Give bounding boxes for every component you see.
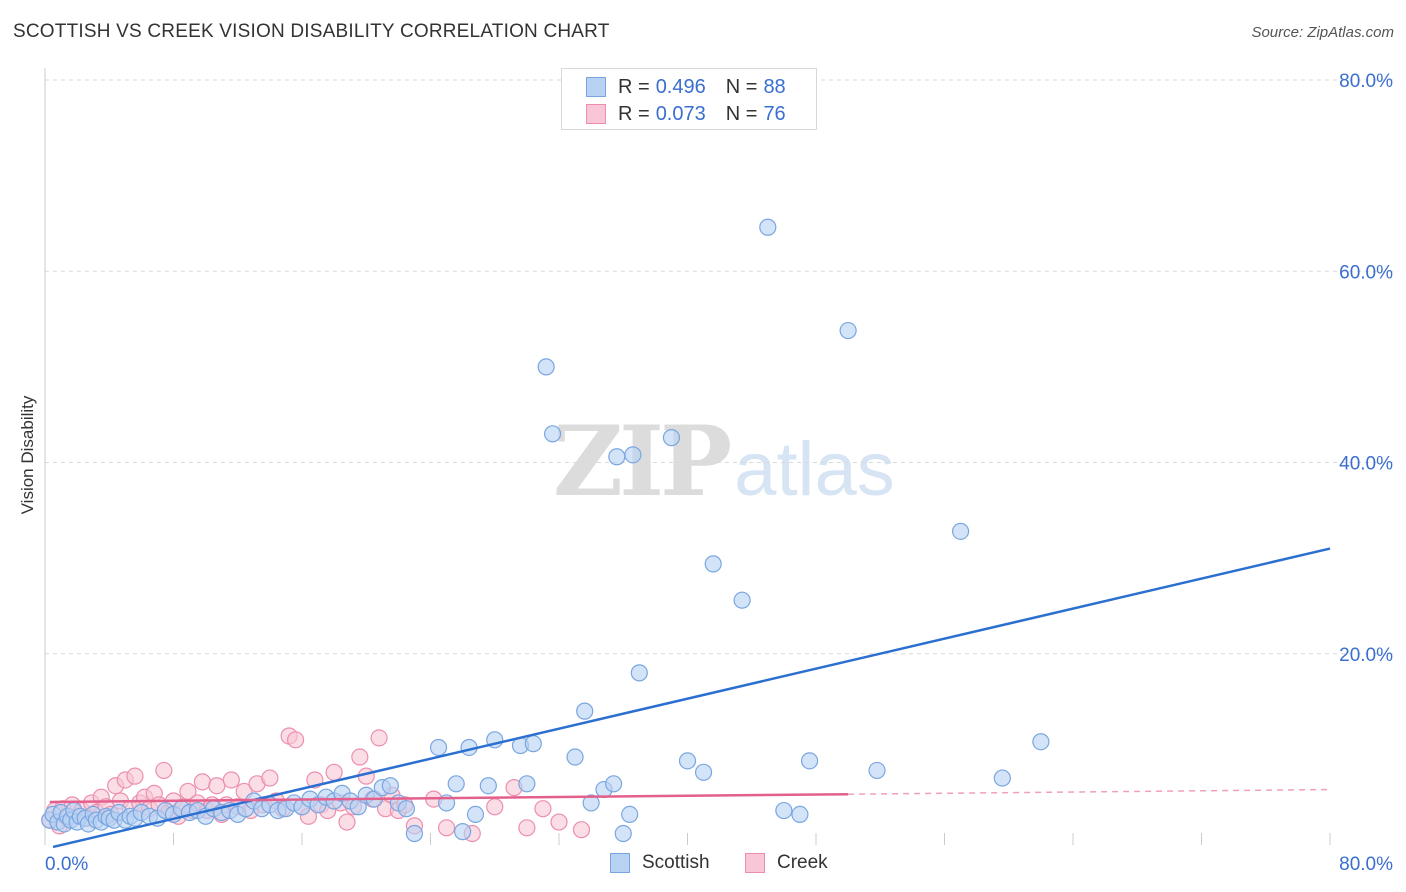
creek-point [325, 763, 343, 781]
scottish-n-label: N = [725, 75, 758, 98]
trend-layer [49, 547, 1331, 849]
creek-trend-extension [848, 788, 1331, 795]
legend-row-scottish: R = 0.496 N = 88 [586, 74, 786, 100]
scottish-r-value: 0.496 [655, 75, 706, 98]
creek-point [534, 800, 552, 818]
scottish-point [608, 448, 626, 466]
scottish-trend-line [52, 547, 1331, 849]
creek-r-label: R = [618, 102, 650, 125]
creek-point [370, 729, 388, 747]
creek-n-label: N = [725, 102, 758, 125]
creek-legend-swatch [745, 853, 765, 873]
scottish-point [791, 805, 809, 824]
scottish-r-label: R = [618, 75, 650, 98]
tick-label-layer: 20.0% 40.0% 60.0% 80.0% 0.0% 80.0% [45, 71, 1393, 875]
creek-point [222, 771, 240, 789]
scottish-point [466, 805, 485, 824]
y-tick-label: 80.0% [1339, 71, 1393, 92]
scottish-point [759, 218, 777, 236]
creek-point [572, 821, 591, 839]
creek-point [351, 748, 369, 766]
scottish-point [405, 824, 424, 843]
creek-r-value: 0.073 [655, 102, 706, 125]
scottish-point [614, 824, 632, 843]
creek-point [155, 761, 173, 780]
scottish-point [429, 738, 448, 757]
creek-point [486, 798, 504, 816]
x-tick-label-min: 0.0% [45, 854, 88, 875]
scottish-point [454, 823, 472, 841]
scottish-point [993, 769, 1011, 787]
source-label: Source: ZipAtlas.com [1251, 24, 1394, 41]
creek-legend-label: Creek [777, 852, 828, 873]
series-legend: Scottish Creek [0, 852, 1406, 878]
scottish-point [694, 763, 713, 781]
chart-title: SCOTTISH VS CREEK VISION DISABILITY CORR… [13, 21, 610, 42]
scottish-point [447, 775, 465, 793]
scottish-point [624, 446, 642, 464]
scottish-point [733, 591, 751, 609]
scottish-point [537, 358, 555, 376]
scottish-point [381, 777, 399, 795]
legend-row-creek: R = 0.073 N = 76 [586, 101, 786, 127]
scottish-point [582, 794, 600, 812]
scottish-point [800, 752, 819, 770]
creek-point [437, 819, 456, 837]
scottish-point [397, 800, 416, 818]
scottish-point [621, 805, 639, 824]
scottish-points [41, 218, 1050, 843]
watermark-atlas: atlas [734, 427, 895, 512]
x-tick-label-max: 80.0% [1339, 854, 1393, 875]
scottish-legend-swatch [610, 853, 630, 873]
scottish-swatch [586, 77, 606, 97]
watermark: ZIPatlas [553, 405, 895, 518]
creek-point [338, 813, 356, 831]
scottish-point [518, 775, 536, 793]
scottish-point [951, 522, 970, 540]
correlation-legend: R = 0.496 N = 88 R = 0.073 N = 76 [561, 68, 817, 130]
scottish-point [566, 748, 584, 766]
creek-swatch [586, 104, 606, 124]
scottish-point [775, 801, 793, 820]
y-tick-label: 60.0% [1339, 262, 1393, 283]
creek-point [518, 819, 536, 837]
axis-layer [44, 68, 1331, 845]
legend-item-scottish[interactable]: Scottish [610, 852, 710, 874]
scottish-n-value: 88 [763, 75, 786, 98]
y-tick-label: 40.0% [1339, 454, 1393, 475]
scottish-point [605, 775, 623, 793]
scottish-point [868, 761, 886, 780]
scottish-point [1032, 733, 1050, 751]
creek-point [126, 767, 144, 785]
scottish-point [524, 735, 542, 753]
scottish-point [479, 777, 497, 795]
scottish-legend-label: Scottish [642, 852, 710, 873]
scottish-point [630, 664, 648, 682]
creek-point [550, 813, 568, 831]
creek-point [261, 769, 279, 787]
scottish-point [704, 555, 722, 573]
scottish-point [662, 429, 681, 447]
creek-n-value: 76 [763, 102, 786, 125]
watermark-zip: ZIP [553, 405, 732, 518]
scottish-point [576, 702, 594, 720]
y-tick-label: 20.0% [1339, 645, 1393, 666]
scottish-point [839, 321, 857, 340]
legend-item-creek[interactable]: Creek [745, 852, 828, 874]
creek-point [193, 773, 212, 791]
scottish-point [678, 752, 697, 770]
creek-point [286, 731, 305, 749]
scottish-point [543, 425, 562, 443]
creek-trend-line [49, 792, 849, 804]
creek-point [208, 777, 226, 795]
